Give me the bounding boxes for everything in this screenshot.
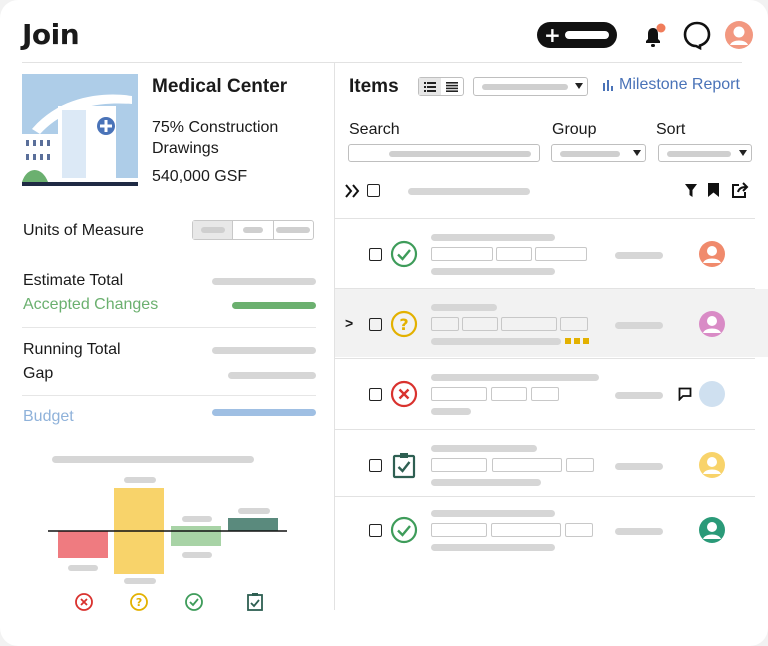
chat-bubble-icon[interactable] — [682, 20, 712, 50]
item-row[interactable] — [335, 497, 768, 565]
incorporated-icon[interactable] — [390, 451, 418, 479]
items-list-header — [345, 182, 755, 202]
units-of-measure-label: Units of Measure — [23, 222, 144, 239]
project-thumbnail — [22, 74, 138, 190]
assignee-avatar[interactable] — [698, 451, 726, 479]
share-icon[interactable] — [731, 182, 749, 199]
running-total-value — [212, 347, 316, 354]
assignee-avatar[interactable] — [698, 310, 726, 338]
item-row-highlighted[interactable]: > ? — [335, 289, 768, 357]
project-size: 540,000 GSF — [152, 168, 248, 185]
row-divider — [335, 288, 755, 289]
running-total-label: Running Total — [23, 341, 121, 358]
search-input[interactable] — [348, 144, 540, 162]
item-row[interactable] — [335, 430, 768, 498]
row-divider — [335, 496, 755, 497]
sort-label: Sort — [656, 121, 686, 138]
incorporated-bar — [228, 518, 278, 531]
summary-divider — [22, 327, 316, 328]
panel-divider — [334, 62, 335, 610]
row-divider — [335, 358, 755, 359]
item-checkbox[interactable] — [369, 388, 382, 401]
units-option[interactable] — [274, 221, 313, 239]
units-of-measure-toggle[interactable] — [192, 220, 314, 240]
list-header-placeholder — [408, 188, 530, 195]
estimate-total-value — [212, 278, 316, 285]
chart-title-placeholder — [52, 456, 254, 463]
user-avatar[interactable] — [724, 20, 754, 50]
accepted-icon[interactable] — [390, 240, 418, 268]
add-button[interactable]: + — [537, 22, 617, 48]
assignee-avatar[interactable] — [698, 380, 726, 408]
item-row[interactable] — [335, 359, 768, 427]
view-select[interactable] — [473, 77, 588, 96]
summary-divider — [22, 395, 316, 396]
bookmark-icon[interactable] — [707, 182, 720, 198]
assignee-avatar[interactable] — [698, 240, 726, 268]
items-title: Items — [349, 76, 399, 97]
item-checkbox[interactable] — [369, 459, 382, 472]
rejected-icon — [75, 593, 93, 611]
gap-label: Gap — [23, 365, 54, 382]
view-toggle[interactable] — [418, 77, 464, 96]
chevron-down-icon — [633, 150, 641, 156]
expand-row-icon[interactable]: > — [345, 315, 354, 331]
header-divider — [22, 62, 742, 63]
units-option[interactable] — [193, 221, 234, 239]
gap-value — [228, 372, 316, 379]
bar-chart-icon — [603, 80, 613, 91]
accepted-bar — [171, 526, 221, 546]
accepted-icon — [185, 593, 203, 611]
sort-select[interactable] — [658, 144, 752, 162]
project-name: Medical Center — [152, 76, 288, 97]
item-checkbox[interactable] — [369, 318, 382, 331]
pending-marker — [574, 338, 580, 344]
chevron-down-icon — [739, 150, 747, 156]
pending-marker — [583, 338, 589, 344]
units-option[interactable] — [233, 221, 274, 239]
svg-text:?: ? — [136, 596, 142, 609]
plus-icon: + — [544, 23, 561, 47]
budget-label: Budget — [23, 408, 74, 425]
item-checkbox[interactable] — [369, 524, 382, 537]
change-summary-chart: ? — [48, 456, 287, 611]
accepted-changes-label: Accepted Changes — [23, 296, 159, 313]
list-compact-icon[interactable] — [441, 78, 463, 95]
expand-all-icon[interactable] — [345, 184, 361, 198]
bell-icon[interactable] — [640, 22, 668, 50]
item-row[interactable] — [335, 219, 768, 287]
list-detail-icon[interactable] — [419, 78, 441, 95]
chevron-down-icon — [575, 83, 583, 89]
comment-icon[interactable] — [678, 387, 692, 401]
estimate-total-label: Estimate Total — [23, 272, 124, 289]
select-all-checkbox[interactable] — [367, 184, 380, 197]
accepted-changes-value — [232, 302, 316, 309]
add-button-label-placeholder — [565, 31, 609, 39]
pending-marker — [565, 338, 571, 344]
app-logo[interactable]: Join — [22, 18, 80, 51]
milestone-report-link[interactable]: Milestone Report — [602, 76, 740, 94]
accepted-icon[interactable] — [390, 516, 418, 544]
project-stage: 75% Construction Drawings — [152, 119, 279, 157]
rejected-icon[interactable] — [390, 380, 418, 408]
assignee-avatar[interactable] — [698, 516, 726, 544]
search-label: Search — [349, 121, 400, 138]
item-checkbox[interactable] — [369, 248, 382, 261]
budget-value — [212, 409, 316, 416]
group-label: Group — [552, 121, 597, 138]
group-select[interactable] — [551, 144, 646, 162]
pending-icon: ? — [130, 593, 148, 611]
row-divider — [335, 429, 755, 430]
incorporated-icon — [247, 593, 263, 611]
pending-icon[interactable]: ? — [390, 310, 418, 338]
row-divider — [335, 218, 755, 219]
rejected-bar — [58, 531, 108, 558]
filter-icon[interactable] — [684, 183, 698, 198]
milestone-report-label: Milestone Report — [619, 76, 740, 93]
svg-text:?: ? — [399, 315, 408, 334]
